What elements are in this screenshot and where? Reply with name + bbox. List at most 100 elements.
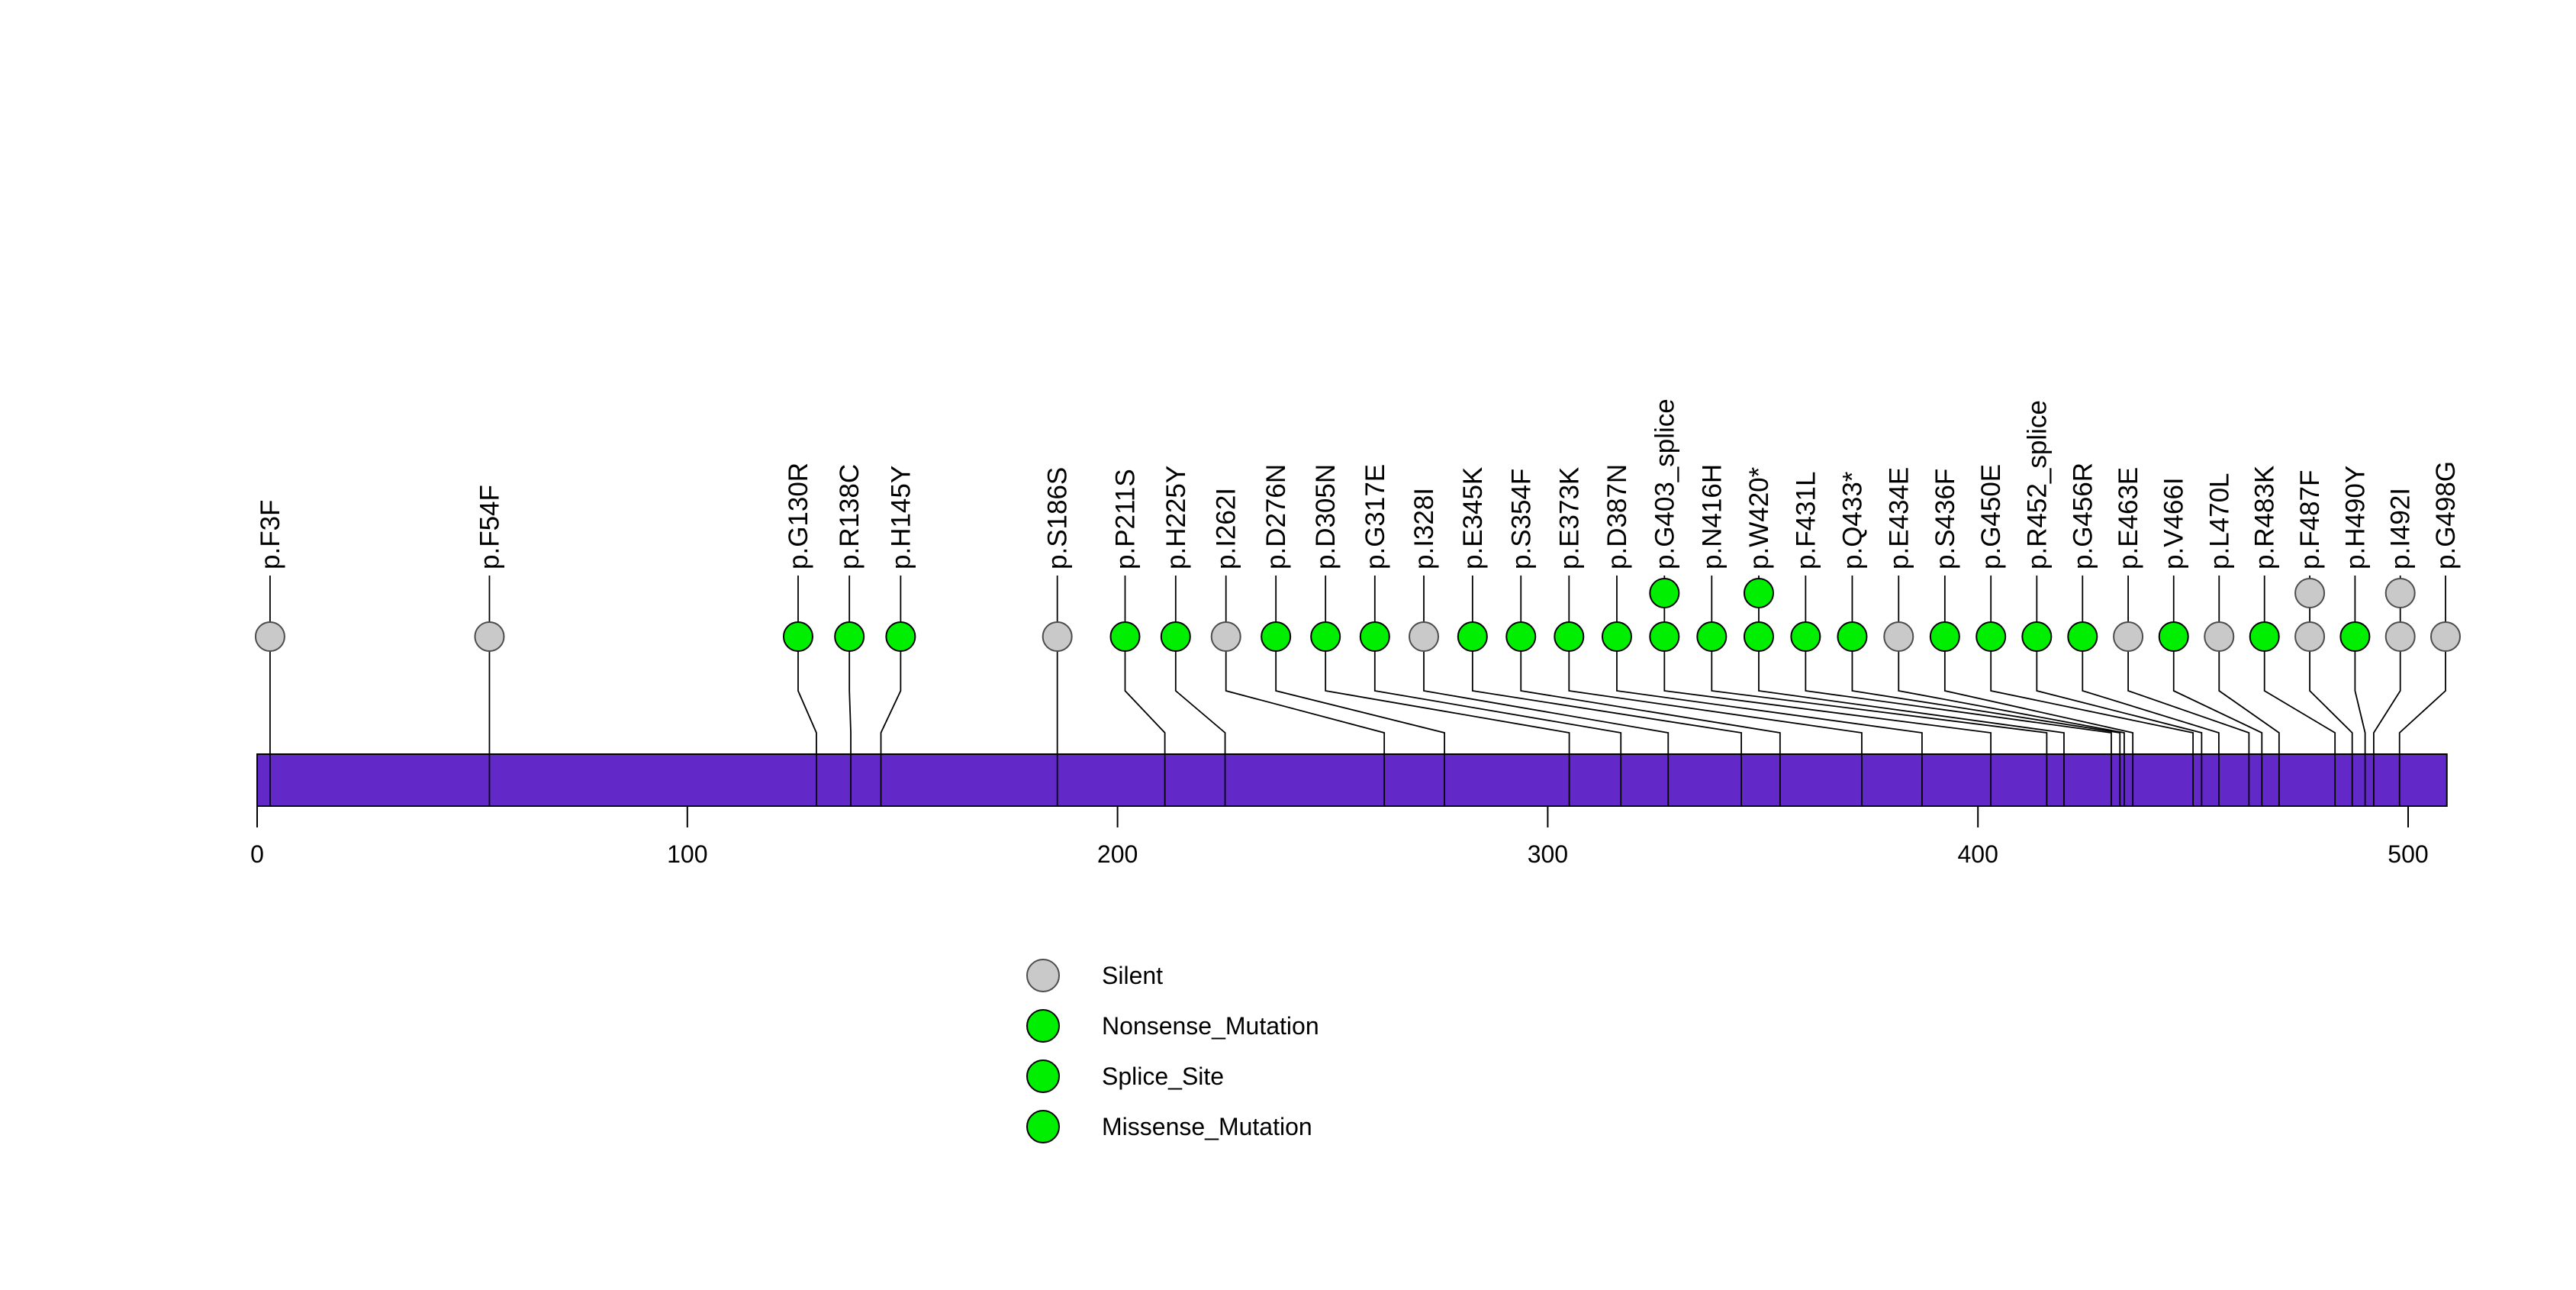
mutation-label: p.E463E bbox=[2114, 467, 2143, 569]
mutation-label: p.D387N bbox=[1602, 464, 1632, 569]
mutation-circle bbox=[1042, 621, 1073, 652]
mutation-label: p.G317E bbox=[1360, 464, 1390, 569]
mutation-circle bbox=[2021, 621, 2053, 652]
axis-tick-label: 300 bbox=[1528, 840, 1568, 868]
mutation-label: p.H490Y bbox=[2340, 466, 2370, 569]
mutation-circle bbox=[1457, 621, 1488, 652]
mutation-circle bbox=[1601, 621, 1632, 652]
mutation-label: p.F487F bbox=[2295, 470, 2325, 569]
mutation-label: p.D305N bbox=[1311, 464, 1341, 569]
legend-swatch-circle bbox=[1026, 959, 1060, 992]
mutation-circle bbox=[885, 621, 916, 652]
legend-label: Silent bbox=[1102, 962, 1163, 989]
mutation-label: p.E345K bbox=[1458, 467, 1488, 569]
mutation-label: p.G403_splice bbox=[1650, 398, 1679, 569]
mutation-label: p.E373K bbox=[1554, 467, 1584, 569]
mutation-labels: p.F3F p.F54F p.G130R p.R138C p.H145Y p.S186S p… bbox=[256, 398, 2461, 569]
legend-label: Missense_Mutation bbox=[1102, 1113, 1312, 1140]
mutation-circle bbox=[1409, 621, 1440, 652]
mutation-circle bbox=[1743, 578, 1774, 608]
legend-item: Missense_Mutation bbox=[1026, 1110, 1312, 1143]
mutation-circle bbox=[2113, 621, 2144, 652]
mutation-label: p.L470L bbox=[2204, 472, 2234, 569]
mutation-label: p.I262I bbox=[1212, 488, 1241, 569]
mutation-circle bbox=[834, 621, 865, 652]
mutation-label: p.V466I bbox=[2159, 477, 2189, 569]
mutation-circle bbox=[1359, 621, 1390, 652]
mutation-label: p.S354F bbox=[1506, 469, 1536, 569]
mutation-circle bbox=[2204, 621, 2235, 652]
mutation-label: p.Q433* bbox=[1837, 471, 1867, 569]
axis-tick-label: 100 bbox=[667, 840, 707, 868]
mutation-circle bbox=[2294, 621, 2326, 652]
mutation-circle bbox=[1649, 578, 1680, 608]
mutation-label: p.N416H bbox=[1697, 464, 1727, 569]
mutation-circle bbox=[1554, 621, 1585, 652]
mutation-circle bbox=[2067, 621, 2098, 652]
mutation-circle bbox=[1696, 621, 1728, 652]
mutation-label: p.I492I bbox=[2386, 488, 2416, 569]
mutation-label: p.G456R bbox=[2068, 463, 2098, 569]
mutation-label: p.F54F bbox=[475, 485, 504, 569]
gene-bar-rect bbox=[256, 753, 2448, 807]
legend-item: Nonsense_Mutation bbox=[1026, 1009, 1319, 1043]
axis-tick-label: 400 bbox=[1958, 840, 1998, 868]
mutation-circle bbox=[1649, 621, 1680, 652]
mutation-circle bbox=[2384, 578, 2416, 608]
legend-swatch-circle bbox=[1026, 1110, 1060, 1143]
mutation-label: p.F431L bbox=[1791, 472, 1821, 569]
mutation-circle bbox=[1160, 621, 1191, 652]
legend-label: Splice_Site bbox=[1102, 1063, 1224, 1090]
mutation-label: p.G450E bbox=[1976, 464, 2006, 569]
mutation-circle bbox=[1790, 621, 1821, 652]
mutation-label: p.S436F bbox=[1930, 469, 1960, 569]
mutation-circles bbox=[254, 578, 2461, 652]
legend-swatch-circle bbox=[1026, 1059, 1060, 1093]
mutation-circle bbox=[1109, 621, 1141, 652]
mutation-circle bbox=[1310, 621, 1341, 652]
mutation-label: p.R483K bbox=[2250, 466, 2280, 569]
mutation-label: p.G498G bbox=[2431, 461, 2461, 569]
legend: Silent Nonsense_Mutation Splice_Site Missen… bbox=[1026, 959, 1319, 1143]
mutation-circle bbox=[474, 621, 505, 652]
mutation-circle bbox=[2384, 621, 2416, 652]
mutation-circle bbox=[2294, 578, 2326, 608]
mutation-circle bbox=[782, 621, 813, 652]
mutation-label: p.D276N bbox=[1261, 464, 1291, 569]
mutation-label: p.R138C bbox=[835, 464, 865, 569]
mutation-label: p.H145Y bbox=[886, 466, 916, 569]
mutation-circle bbox=[1975, 621, 2007, 652]
mutation-label: p.H225Y bbox=[1161, 466, 1191, 569]
mutation-circle bbox=[2249, 621, 2280, 652]
legend-label: Nonsense_Mutation bbox=[1102, 1012, 1319, 1040]
mutation-circle bbox=[1743, 621, 1774, 652]
legend-item: Silent bbox=[1026, 959, 1163, 992]
axis-tick-label: 500 bbox=[2388, 840, 2428, 868]
gene-bar bbox=[256, 753, 2448, 807]
mutation-label: p.S186S bbox=[1043, 467, 1073, 569]
x-axis: 0 100 200 300 400 500 bbox=[250, 806, 2429, 868]
mutation-circle bbox=[2158, 621, 2189, 652]
mutation-circle bbox=[1261, 621, 1292, 652]
mutation-circle bbox=[2339, 621, 2371, 652]
mutation-label: p.R452_splice bbox=[2022, 400, 2052, 569]
mutation-circle bbox=[1210, 621, 1241, 652]
mutation-label: p.G130R bbox=[784, 463, 813, 569]
axis-tick-label: 0 bbox=[250, 840, 264, 868]
mutation-circle bbox=[1837, 621, 1868, 652]
legend-item: Splice_Site bbox=[1026, 1059, 1224, 1093]
legend-swatch-circle bbox=[1026, 1009, 1060, 1043]
mutation-label: p.F3F bbox=[256, 500, 285, 569]
mutation-circle bbox=[1883, 621, 1914, 652]
axis-tick-label: 200 bbox=[1097, 840, 1138, 868]
mutation-circle bbox=[254, 621, 285, 652]
mutation-label: p.I328I bbox=[1409, 488, 1439, 569]
mutation-label: p.P211S bbox=[1110, 469, 1140, 569]
mutation-label: p.W420* bbox=[1744, 466, 1774, 569]
mutation-circle bbox=[2430, 621, 2461, 652]
mutation-circle bbox=[1505, 621, 1537, 652]
mutation-circle bbox=[1929, 621, 1960, 652]
mutation-label: p.E434E bbox=[1884, 467, 1914, 569]
